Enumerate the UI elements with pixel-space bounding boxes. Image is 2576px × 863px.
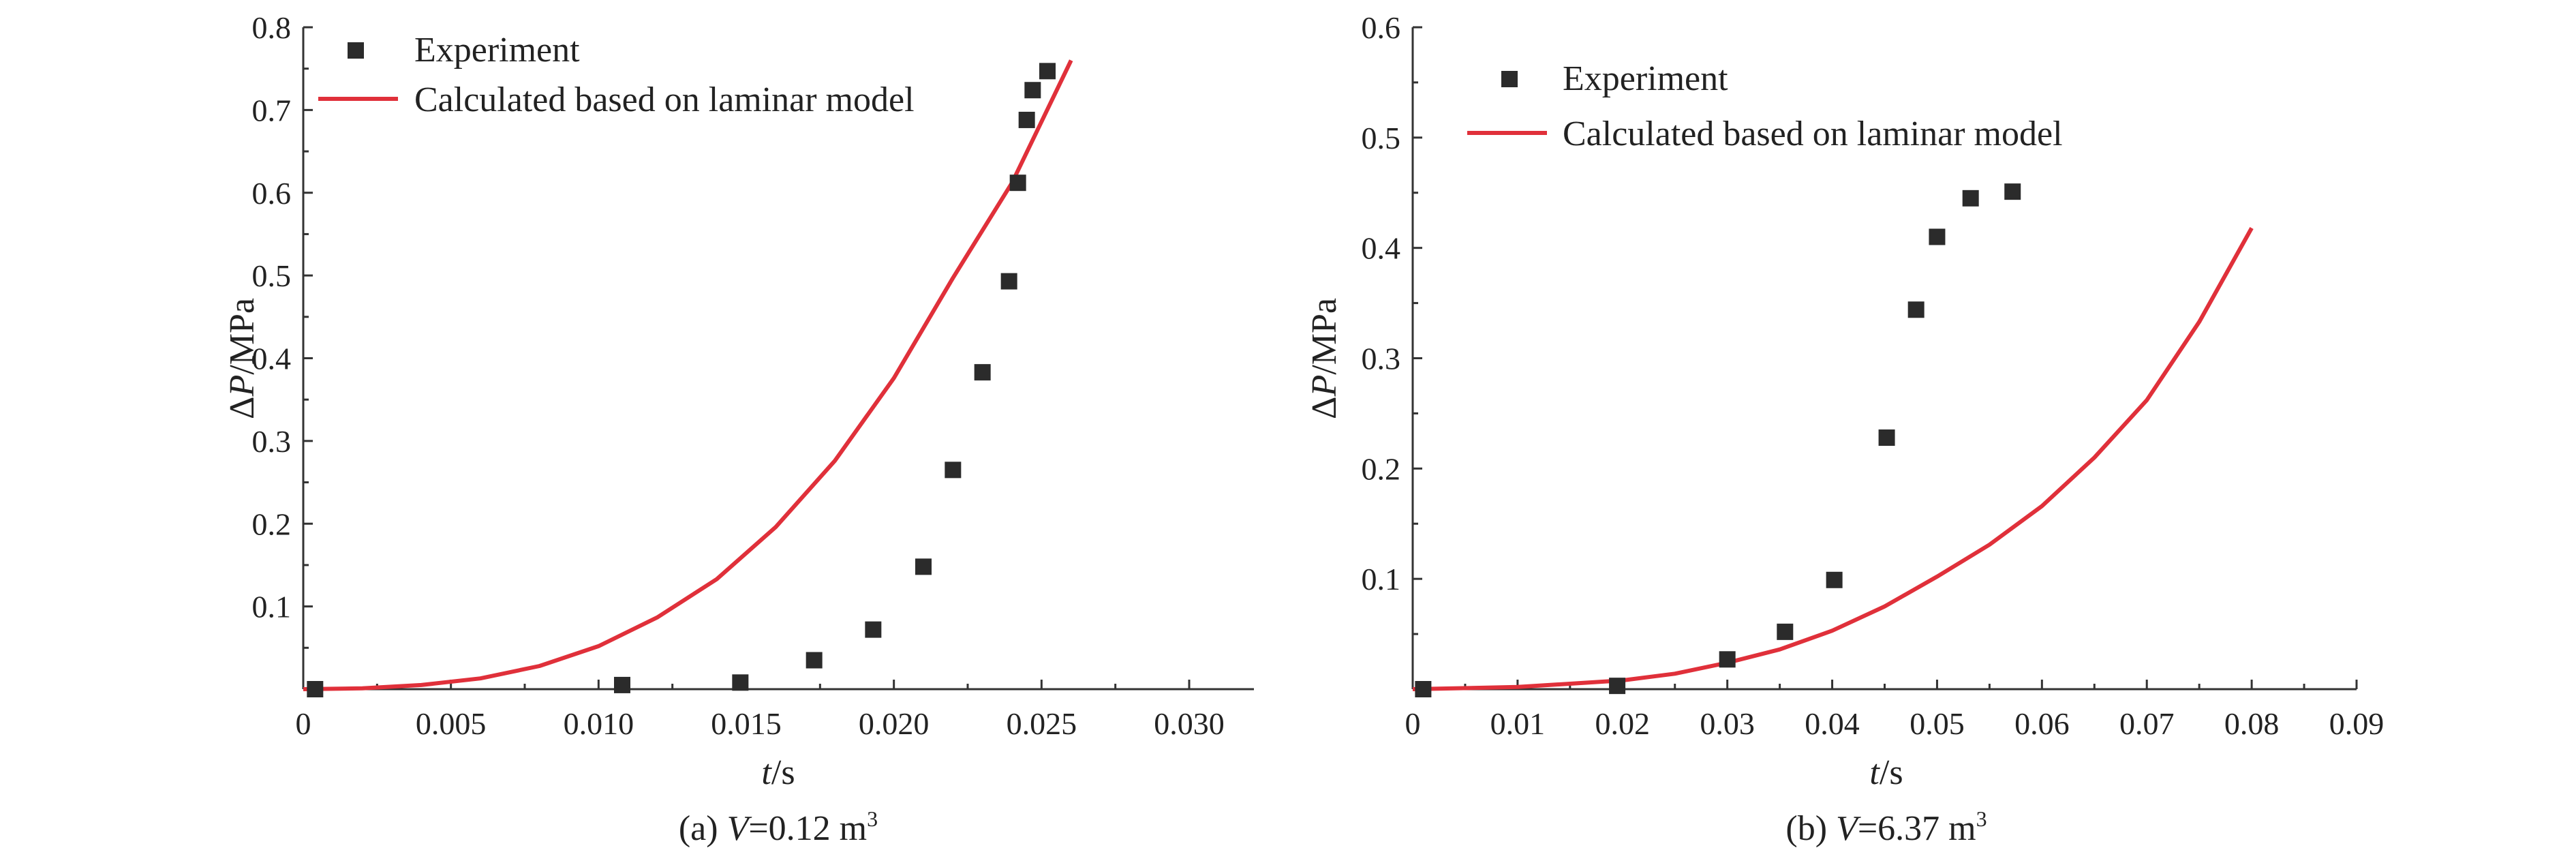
x-axis-title: t/s bbox=[1869, 753, 1903, 792]
series-line bbox=[1412, 227, 2254, 691]
x-tick-label: 0.06 bbox=[2014, 706, 2070, 741]
data-point bbox=[945, 461, 962, 479]
panel-a: 0 0.005 0.010 0.015 0.020 0.025 0.030 0.10.20.… bbox=[223, 10, 1254, 848]
data-point bbox=[1009, 175, 1026, 192]
y-ticks: 0.1 0.2 0.3 0.4 0.5 0.6 bbox=[1362, 10, 1422, 635]
x-tick-label: 0.025 bbox=[1007, 706, 1077, 741]
legend-label-experiment: Experiment bbox=[414, 31, 580, 70]
data-point bbox=[1609, 678, 1626, 695]
y-tick-label: 0.1 bbox=[1362, 562, 1401, 596]
panel-b: 0 0.01 0.02 0.03 0.04 0.05 0.06 0.07 0.08 0.09 0.… bbox=[1305, 10, 2384, 848]
data-point bbox=[806, 652, 823, 669]
y-tick-label: 0.2 bbox=[1362, 451, 1401, 486]
legend-label-laminar: Calculated based on laminar model bbox=[414, 80, 915, 119]
x-axis-title: t/s bbox=[761, 753, 795, 792]
data-point bbox=[1415, 681, 1432, 697]
y-tick-label: 0.6 bbox=[1362, 10, 1401, 45]
data-point bbox=[915, 558, 932, 575]
laminar-model-line bbox=[1412, 227, 2254, 691]
legend: Experiment Calculated based on laminar m… bbox=[318, 31, 915, 119]
data-point bbox=[1962, 190, 1979, 207]
legend-marker-experiment bbox=[348, 42, 364, 59]
x-tick-label: 0.08 bbox=[2224, 706, 2280, 741]
x-tick-label: 0.02 bbox=[1595, 706, 1651, 741]
y-tick-label: 0.8 bbox=[252, 10, 292, 45]
y-tick-label: 0.1 bbox=[252, 590, 292, 624]
x-tick-label: 0.020 bbox=[859, 706, 930, 741]
data-point bbox=[1929, 228, 1946, 245]
data-point bbox=[865, 621, 882, 638]
y-tick-label: 0.3 bbox=[252, 424, 292, 459]
x-tick-label: 0 bbox=[296, 706, 311, 741]
x-tick-label: 0.030 bbox=[1154, 706, 1225, 741]
data-point bbox=[1000, 273, 1017, 290]
x-tick-label: 0.07 bbox=[2119, 706, 2175, 741]
y-tick-label: 0.3 bbox=[1362, 342, 1401, 376]
data-point bbox=[1826, 571, 1843, 588]
y-ticks: 0.1 0.2 0.3 0.4 0.5 0.6 0.7 0.8 bbox=[252, 10, 313, 649]
panel-caption: (b) V=6.37 m3 bbox=[1785, 806, 1987, 848]
x-tick-label: 0.015 bbox=[711, 706, 782, 741]
x-tick-label: 0.04 bbox=[1805, 706, 1860, 741]
data-point bbox=[1039, 63, 1056, 80]
series-line bbox=[303, 59, 1073, 691]
x-tick-label: 0.05 bbox=[1910, 706, 1965, 741]
data-point bbox=[1907, 301, 1925, 318]
y-tick-label: 0.4 bbox=[1362, 231, 1401, 266]
legend-label-experiment: Experiment bbox=[1563, 59, 1728, 98]
data-point bbox=[1024, 82, 1041, 99]
data-point bbox=[732, 674, 749, 691]
panel-caption: (a) V=0.12 m3 bbox=[679, 806, 878, 848]
x-tick-label: 0.005 bbox=[416, 706, 487, 741]
data-point bbox=[1719, 651, 1736, 668]
experiment-points bbox=[1415, 183, 2021, 697]
x-ticks: 0 0.005 0.010 0.015 0.020 0.025 0.030 bbox=[296, 680, 1225, 741]
experiment-points bbox=[307, 63, 1056, 697]
data-point bbox=[2004, 183, 2021, 200]
data-point bbox=[974, 364, 991, 381]
laminar-model-line bbox=[303, 59, 1073, 691]
x-tick-label: 0 bbox=[1405, 706, 1421, 741]
x-tick-label: 0.03 bbox=[1700, 706, 1755, 741]
data-point bbox=[614, 676, 630, 693]
y-tick-label: 0.4 bbox=[252, 342, 292, 376]
data-point bbox=[1018, 111, 1035, 128]
x-tick-label: 0.010 bbox=[564, 706, 634, 741]
y-tick-label: 0.7 bbox=[252, 93, 292, 127]
y-axis-title: ΔP/MPa bbox=[1305, 298, 1344, 419]
x-tick-label: 0.09 bbox=[2329, 706, 2385, 741]
y-axis-title: ΔP/MPa bbox=[223, 298, 262, 419]
x-tick-label: 0.01 bbox=[1490, 706, 1546, 741]
y-tick-label: 0.5 bbox=[252, 258, 292, 293]
legend: Experiment Calculated based on laminar m… bbox=[1467, 59, 2063, 153]
data-point bbox=[307, 681, 324, 697]
data-point bbox=[1777, 623, 1794, 640]
legend-marker-experiment bbox=[1501, 71, 1518, 87]
legend-label-laminar: Calculated based on laminar model bbox=[1563, 115, 2063, 153]
x-ticks: 0 0.01 0.02 0.03 0.04 0.05 0.06 0.07 0.08 0.09 bbox=[1405, 680, 2385, 741]
y-tick-label: 0.6 bbox=[252, 176, 292, 211]
y-tick-label: 0.5 bbox=[1362, 121, 1401, 155]
data-point bbox=[1878, 429, 1895, 446]
y-tick-label: 0.2 bbox=[252, 506, 292, 541]
